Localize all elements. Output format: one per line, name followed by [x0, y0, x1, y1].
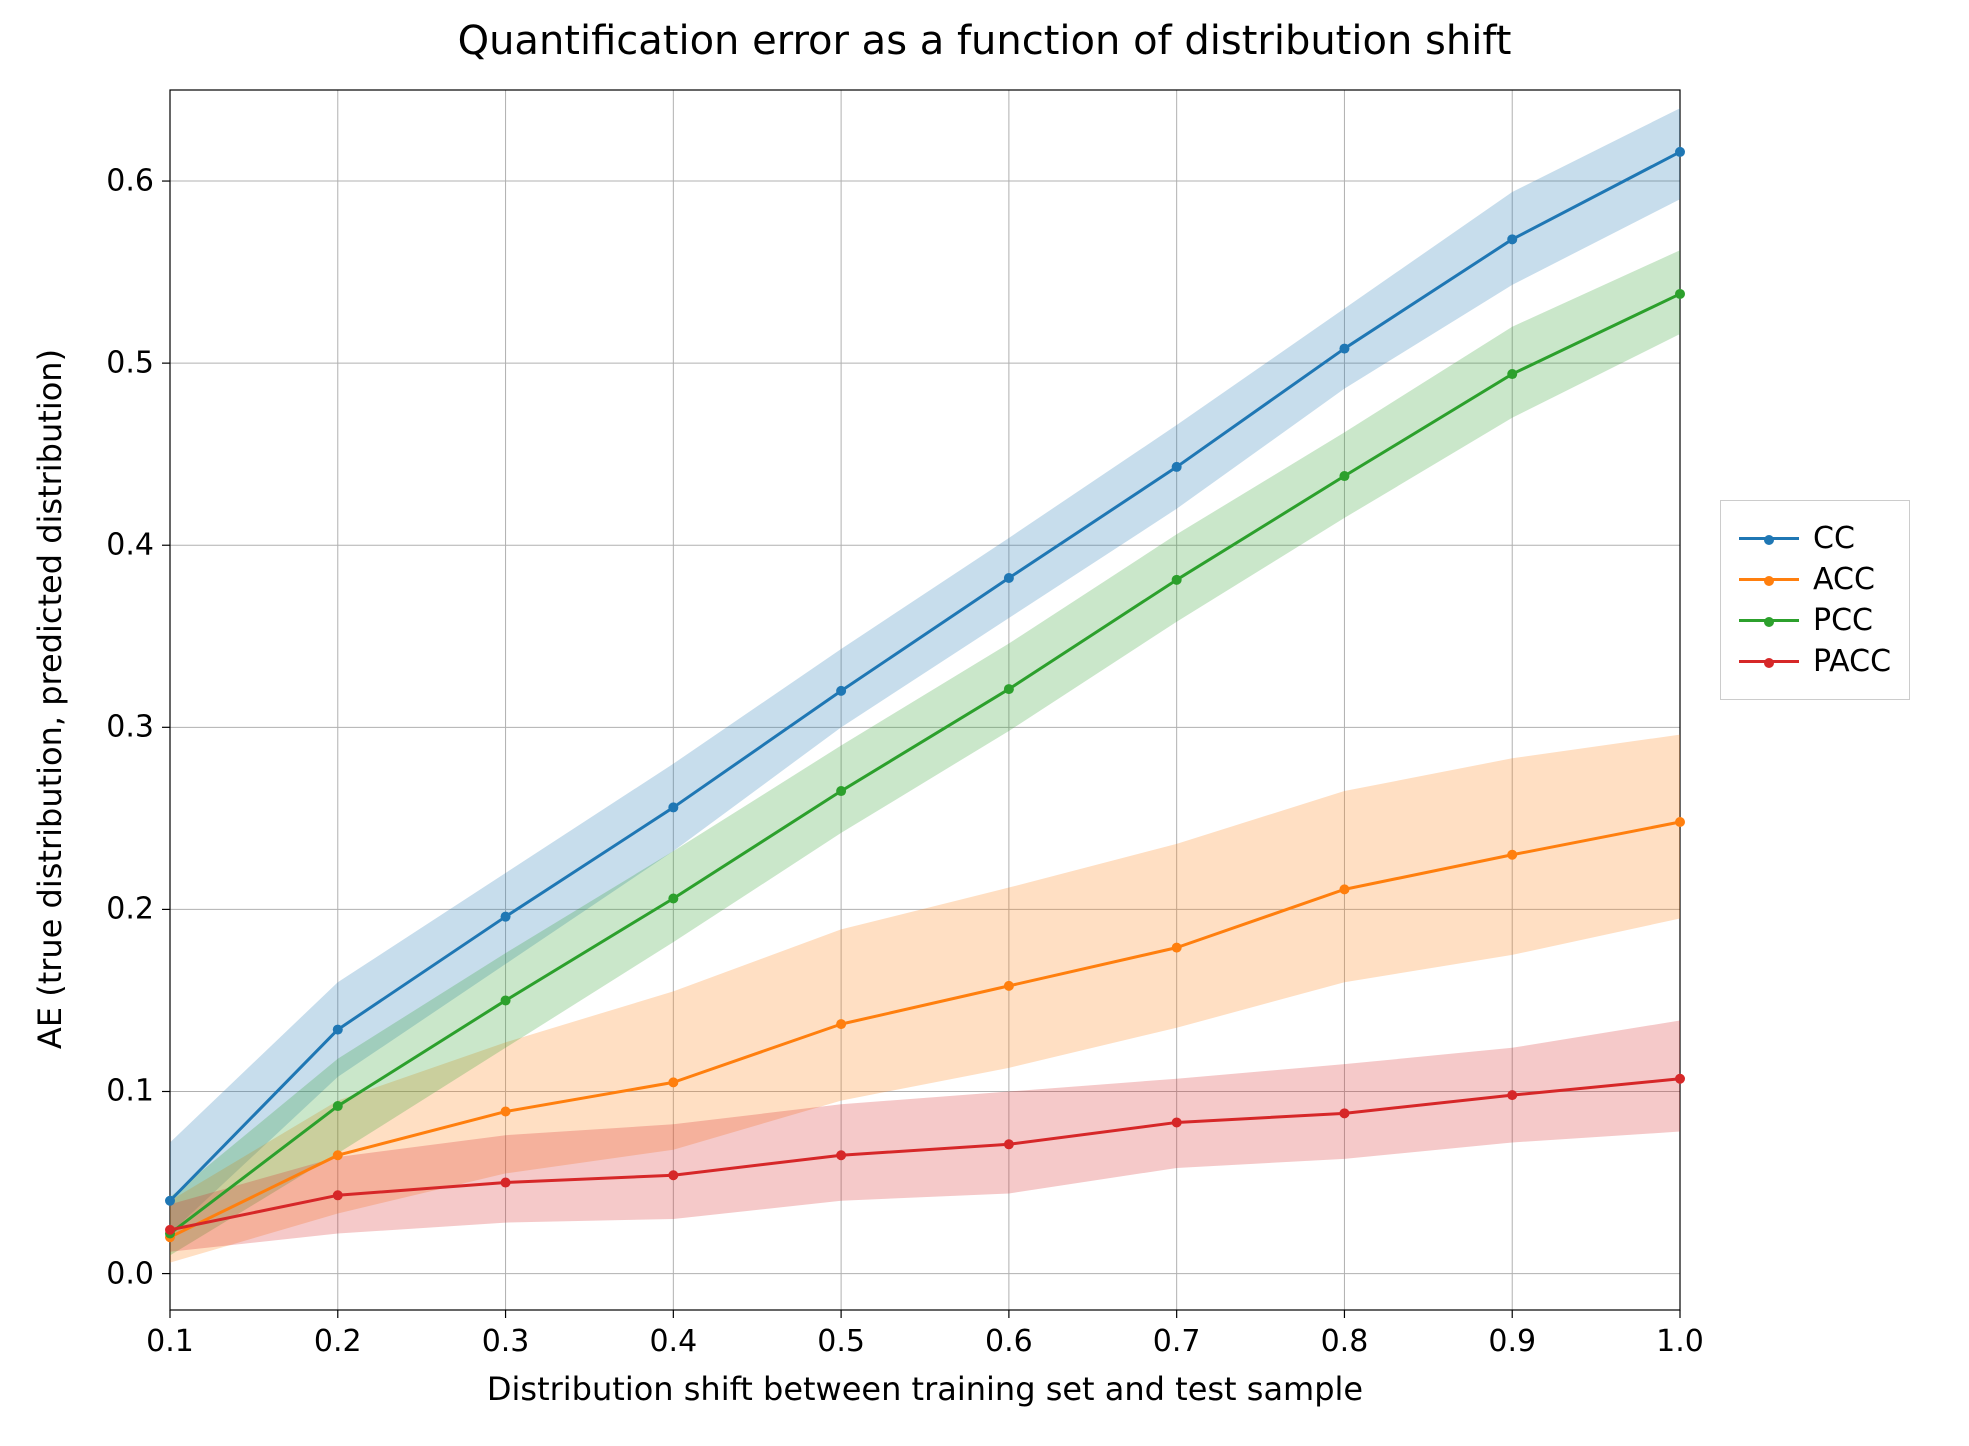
- y-tick-label: 0.6: [106, 164, 154, 199]
- legend-item-pcc: PCC: [1739, 603, 1891, 638]
- x-tick-label: 0.9: [1488, 1324, 1536, 1359]
- legend-label: PACC: [1813, 644, 1891, 679]
- legend-swatch-icon: [1739, 619, 1799, 622]
- y-tick-label: 0.4: [106, 528, 154, 563]
- y-tick-label: 0.0: [106, 1256, 154, 1291]
- x-tick-label: 0.6: [985, 1324, 1033, 1359]
- legend-item-pacc: PACC: [1739, 644, 1891, 679]
- legend: CC ACC PCC PACC: [1720, 500, 1910, 700]
- legend-label: CC: [1813, 521, 1855, 556]
- legend-item-cc: CC: [1739, 521, 1891, 556]
- legend-swatch-icon: [1739, 660, 1799, 663]
- chart-title: Quantification error as a function of di…: [0, 18, 1969, 64]
- y-axis-label: AE (true distribution, predicted distrib…: [31, 89, 69, 1309]
- y-tick-label: 0.2: [106, 892, 154, 927]
- x-tick-label: 0.1: [146, 1324, 194, 1359]
- chart-figure: Quantification error as a function of di…: [0, 0, 1969, 1446]
- x-tick-label: 1.0: [1656, 1324, 1704, 1359]
- y-tick-label: 0.5: [106, 346, 154, 381]
- x-axis-label: Distribution shift between training set …: [170, 1370, 1680, 1408]
- x-tick-label: 0.7: [1153, 1324, 1201, 1359]
- legend-swatch-icon: [1739, 537, 1799, 540]
- legend-swatch-icon: [1739, 578, 1799, 581]
- x-tick-label: 0.2: [314, 1324, 362, 1359]
- chart-svg: [170, 90, 1680, 1310]
- y-tick-label: 0.1: [106, 1074, 154, 1109]
- x-tick-label: 0.3: [482, 1324, 530, 1359]
- legend-item-acc: ACC: [1739, 562, 1891, 597]
- x-tick-label: 0.4: [649, 1324, 697, 1359]
- y-tick-label: 0.3: [106, 710, 154, 745]
- legend-label: ACC: [1813, 562, 1875, 597]
- legend-label: PCC: [1813, 603, 1873, 638]
- x-tick-label: 0.5: [817, 1324, 865, 1359]
- x-tick-label: 0.8: [1321, 1324, 1369, 1359]
- plot-area: [170, 90, 1680, 1310]
